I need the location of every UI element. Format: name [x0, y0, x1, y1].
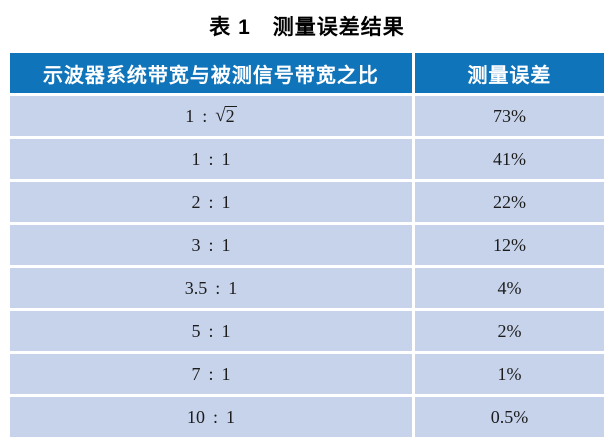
ratio-cell: 7:1 — [7, 351, 415, 397]
ratio-lhs: 3.5 — [184, 277, 208, 298]
ratio-rhs: 1 — [225, 406, 235, 427]
ratio-cell: 10:1 — [7, 394, 415, 440]
ratio-lhs: 10 — [186, 406, 205, 427]
error-cell: 73% — [411, 93, 608, 139]
error-cell: 2% — [411, 308, 608, 354]
ratio-separator: : — [208, 320, 214, 341]
error-cell: 4% — [411, 265, 608, 311]
sqrt-expression: √2 — [215, 104, 237, 127]
ratio-lhs: 5 — [191, 320, 201, 341]
ratio-cell: 1: √2 — [7, 93, 415, 139]
column-header-ratio: 示波器系统带宽与被测信号带宽之比 — [7, 50, 415, 96]
ratio-cell: 2:1 — [7, 179, 415, 225]
ratio-cell: 3:1 — [7, 222, 415, 268]
column-header-error: 测量误差 — [411, 50, 608, 96]
measurement-error-table: 示波器系统带宽与被测信号带宽之比 测量误差 1: √2 73% 1:1 41% 2… — [7, 50, 608, 440]
radicand: 2 — [224, 105, 237, 126]
ratio-separator: : — [208, 234, 214, 255]
ratio-separator: : — [208, 363, 214, 384]
ratio-rhs: 1 — [228, 277, 238, 298]
ratio-separator: : — [212, 406, 218, 427]
error-cell: 0.5% — [411, 394, 608, 440]
ratio-cell: 5:1 — [7, 308, 415, 354]
ratio-separator: : — [208, 191, 214, 212]
ratio-lhs: 1 — [191, 148, 201, 169]
error-cell: 41% — [411, 136, 608, 182]
table-row: 3:1 12% — [7, 222, 608, 268]
ratio-lhs: 3 — [191, 234, 201, 255]
ratio-cell: 1:1 — [7, 136, 415, 182]
table-row: 3.5:1 4% — [7, 265, 608, 311]
ratio-rhs: 1 — [221, 191, 231, 212]
ratio-lhs: 1 — [185, 105, 195, 126]
ratio-separator: : — [208, 148, 214, 169]
table-row: 1:1 41% — [7, 136, 608, 182]
ratio-rhs: 1 — [221, 363, 231, 384]
error-cell: 22% — [411, 179, 608, 225]
table-body: 1: √2 73% 1:1 41% 2:1 22% 3:1 1 — [7, 93, 608, 440]
ratio-rhs: 1 — [221, 234, 231, 255]
ratio-separator: : — [202, 105, 208, 126]
header-row: 示波器系统带宽与被测信号带宽之比 测量误差 — [7, 50, 608, 96]
table-row: 5:1 2% — [7, 308, 608, 354]
ratio-rhs: 1 — [221, 148, 231, 169]
table-row: 2:1 22% — [7, 179, 608, 225]
table-row: 7:1 1% — [7, 351, 608, 397]
ratio-cell: 3.5:1 — [7, 265, 415, 311]
table-row: 1: √2 73% — [7, 93, 608, 139]
table-caption: 表 1 测量误差结果 — [209, 16, 405, 39]
ratio-rhs: 1 — [221, 320, 231, 341]
error-cell: 12% — [411, 222, 608, 268]
table-header: 示波器系统带宽与被测信号带宽之比 测量误差 — [7, 50, 608, 96]
table-row: 10:1 0.5% — [7, 394, 608, 440]
ratio-lhs: 2 — [191, 191, 201, 212]
ratio-lhs: 7 — [191, 363, 201, 384]
ratio-separator: : — [215, 277, 221, 298]
error-cell: 1% — [411, 351, 608, 397]
radical-sign: √ — [215, 104, 226, 126]
